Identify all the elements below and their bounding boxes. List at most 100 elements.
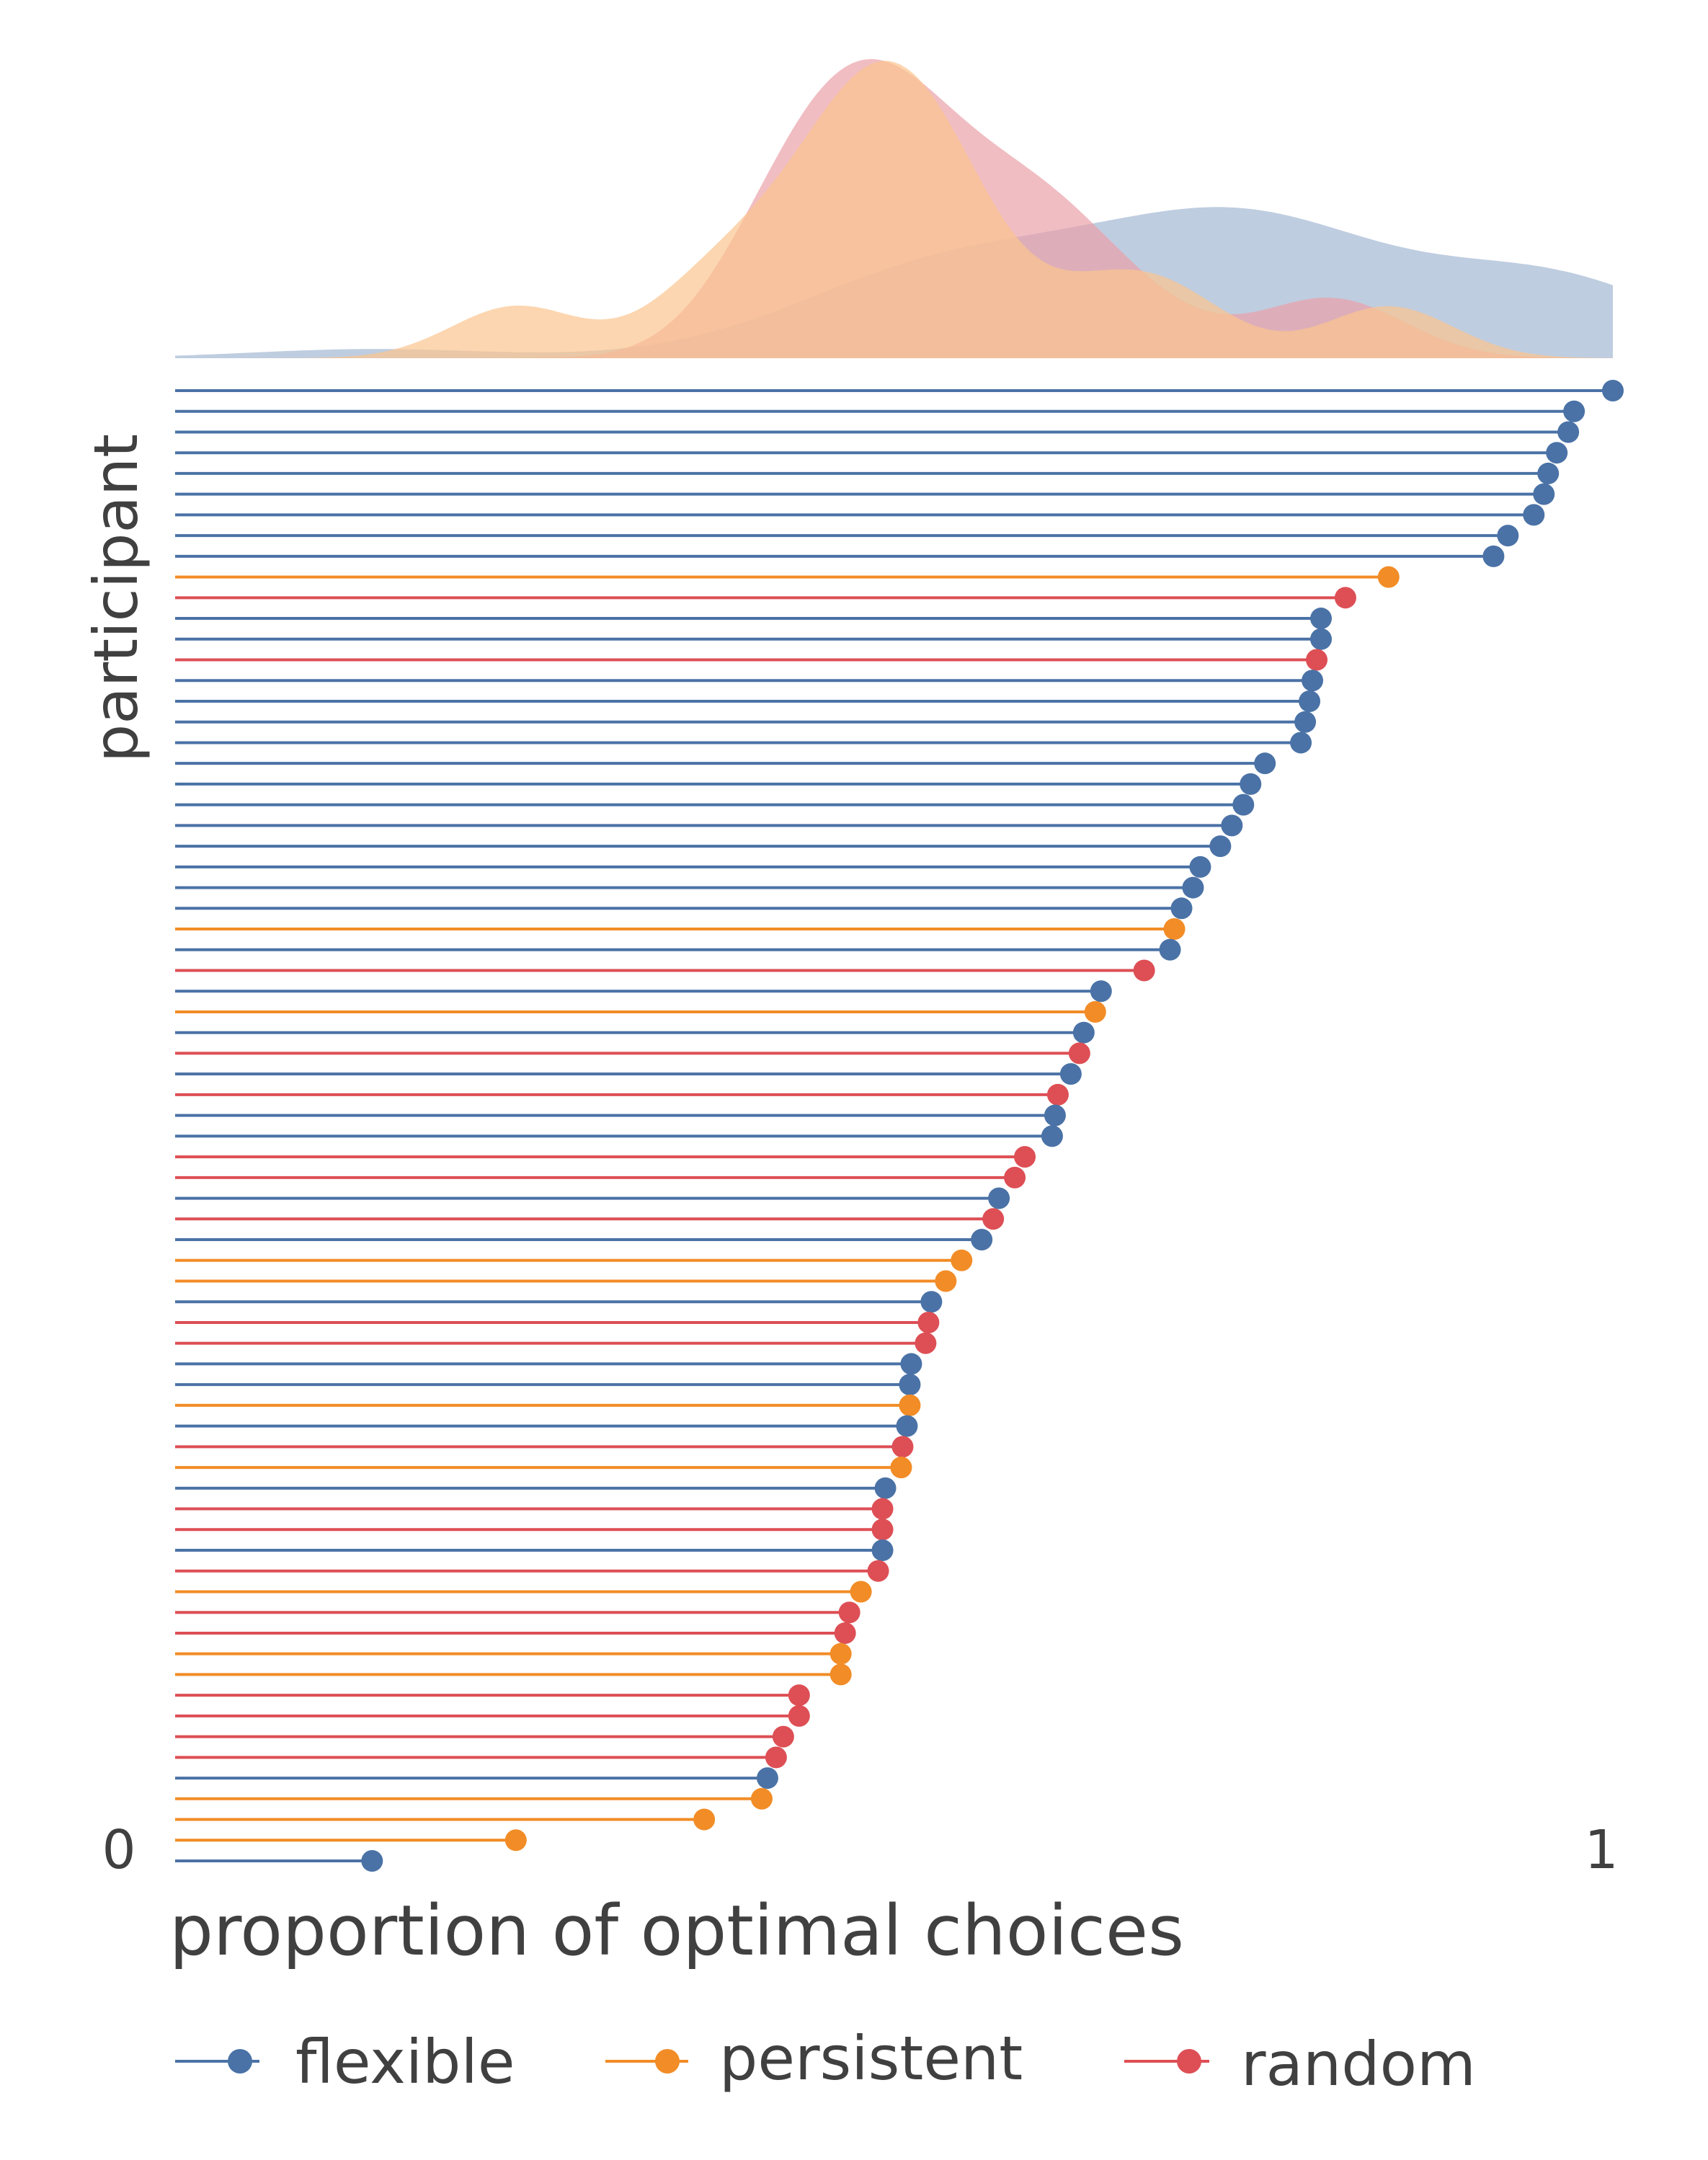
participant-51 <box>175 1415 918 1437</box>
legend: flexible persistent random <box>175 2023 1476 2099</box>
participant-14 <box>175 649 1328 671</box>
participant-35 <box>175 1083 1069 1106</box>
participant-70 <box>175 1808 716 1831</box>
legend-marker-random <box>1177 2049 1201 2074</box>
participant-dot <box>1533 483 1555 505</box>
participant-18 <box>175 732 1312 754</box>
participant-38 <box>175 1146 1036 1168</box>
participant-66 <box>175 1725 794 1748</box>
participant-27 <box>175 918 1186 941</box>
participant-22 <box>175 814 1243 837</box>
participant-dot <box>834 1622 856 1644</box>
participant-dot <box>1537 462 1560 484</box>
participant-28 <box>175 938 1181 961</box>
legend-item-persistent: persistent <box>605 2023 1023 2094</box>
participant-2 <box>175 400 1585 422</box>
participant-dot <box>829 1643 852 1665</box>
participant-dot <box>1084 1000 1106 1023</box>
participant-47 <box>175 1332 937 1354</box>
participant-67 <box>175 1746 787 1769</box>
legend-label-random: random <box>1241 2029 1476 2099</box>
participant-dot <box>1294 711 1317 733</box>
participant-3 <box>175 421 1580 443</box>
participant-dot <box>1090 980 1112 1003</box>
participant-dot <box>871 1539 894 1562</box>
participant-dot <box>1159 938 1181 961</box>
participant-dot <box>1068 1042 1090 1065</box>
participant-dot <box>988 1187 1010 1209</box>
participant-dot <box>1170 897 1193 920</box>
participant-dot <box>1221 814 1243 837</box>
participant-dot <box>900 1353 922 1375</box>
participant-dot <box>1059 1063 1082 1085</box>
participant-dot <box>765 1746 787 1769</box>
participant-60 <box>175 1601 860 1624</box>
participant-dot <box>1299 690 1321 712</box>
participant-34 <box>175 1063 1082 1085</box>
legend-label-persistent: persistent <box>719 2023 1023 2094</box>
participant-dot <box>1182 876 1204 899</box>
participant-69 <box>175 1787 773 1810</box>
participant-11 <box>175 587 1356 609</box>
participant-dot <box>899 1394 921 1416</box>
participant-dot <box>850 1581 872 1603</box>
participant-dot <box>772 1725 794 1748</box>
participant-dot <box>1290 732 1312 754</box>
participant-dot <box>896 1415 918 1437</box>
participant-dot <box>1523 504 1545 526</box>
participant-dot <box>1014 1146 1036 1168</box>
participant-5 <box>175 462 1560 484</box>
participant-dot <box>1602 380 1624 401</box>
participant-63 <box>175 1663 852 1686</box>
participant-dot <box>1072 1021 1095 1044</box>
participant-55 <box>175 1498 894 1520</box>
participant-dot <box>1563 400 1585 422</box>
participant-32 <box>175 1021 1095 1044</box>
participant-26 <box>175 897 1193 920</box>
participant-dot <box>1306 649 1328 671</box>
participant-65 <box>175 1705 810 1727</box>
participant-dot <box>920 1291 943 1313</box>
participant-21 <box>175 794 1255 816</box>
participant-dot <box>871 1519 894 1541</box>
participant-dot <box>750 1787 773 1810</box>
participant-42 <box>175 1229 993 1251</box>
participant-dot <box>1482 545 1505 567</box>
participant-dot <box>1044 1104 1066 1126</box>
participant-31 <box>175 1000 1106 1023</box>
participant-dot <box>361 1850 383 1872</box>
participant-dot <box>1209 835 1232 858</box>
participant-37 <box>175 1125 1063 1147</box>
participant-13 <box>175 628 1333 650</box>
participant-dot <box>1497 525 1519 547</box>
participant-dot <box>871 1498 894 1520</box>
legend-label-flexible: flexible <box>295 2027 515 2097</box>
participant-33 <box>175 1042 1090 1065</box>
participant-dot <box>1240 773 1262 795</box>
participant-dot <box>891 1436 914 1458</box>
density-persistent <box>175 61 1613 358</box>
participant-46 <box>175 1311 940 1333</box>
participant-7 <box>175 504 1545 526</box>
participant-64 <box>175 1684 810 1707</box>
participant-dot <box>1377 566 1400 588</box>
participant-68 <box>175 1767 778 1790</box>
participant-39 <box>175 1166 1026 1188</box>
participant-dot <box>1004 1166 1026 1188</box>
participant-56 <box>175 1519 894 1541</box>
participant-dot <box>899 1374 921 1396</box>
participant-19 <box>175 752 1276 775</box>
participant-43 <box>175 1249 973 1271</box>
participant-16 <box>175 690 1321 712</box>
x-tick-label-1: 1 <box>1584 1819 1618 1881</box>
participant-72 <box>175 1850 383 1872</box>
participant-29 <box>175 959 1155 982</box>
participant-dot <box>1557 421 1580 443</box>
density-plot <box>175 59 1613 358</box>
participant-58 <box>175 1560 889 1582</box>
participant-dot <box>1232 794 1255 816</box>
legend-item-random: random <box>1124 2029 1476 2099</box>
participant-9 <box>175 545 1505 567</box>
participant-71 <box>175 1829 527 1852</box>
participant-dot <box>829 1663 852 1686</box>
